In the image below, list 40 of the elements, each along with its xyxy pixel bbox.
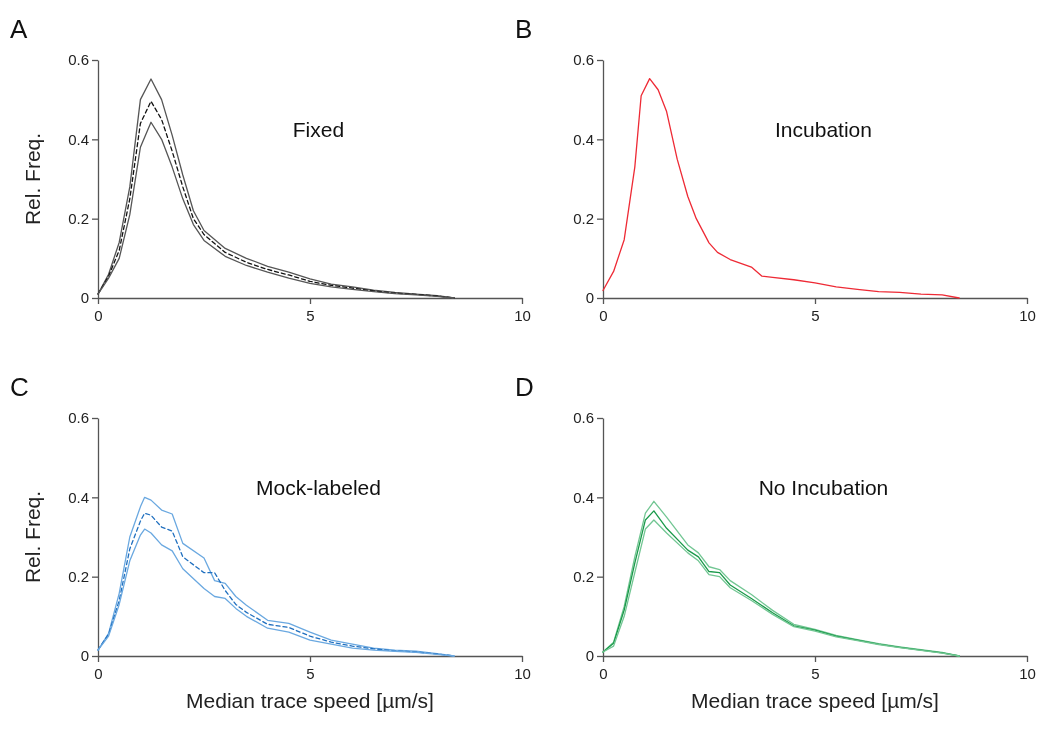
y-tick-label: 0.2 <box>573 567 594 585</box>
chart-title: D <box>515 372 534 402</box>
y-tick-label: 0.6 <box>573 409 594 427</box>
y-tick-label: 0.2 <box>68 209 89 227</box>
annotation: Incubation <box>775 118 872 141</box>
x-tick-label: 10 <box>1019 306 1036 324</box>
y-tick-label: 0 <box>80 289 89 307</box>
x-tick-label: 0 <box>94 306 103 324</box>
y-tick-label: 0.4 <box>68 130 89 148</box>
chart-title: A <box>10 14 28 44</box>
annotation: No Incubation <box>758 476 889 499</box>
chart-title: B <box>515 14 533 44</box>
y-tick-label: 0 <box>585 647 594 665</box>
x-tick-label: 0 <box>599 306 608 324</box>
x-tick-label: 5 <box>306 664 315 682</box>
y-tick-label: 0.6 <box>68 409 89 427</box>
x-tick-label: 5 <box>811 664 820 682</box>
y-tick-label: 0.2 <box>573 209 594 227</box>
x-tick-label: 5 <box>306 306 315 324</box>
x-tick-label: 10 <box>514 306 531 324</box>
y-tick-label: 0.4 <box>573 488 594 506</box>
annotation: Mock-labeled <box>256 476 381 499</box>
x-tick-label: 0 <box>599 664 608 682</box>
x-axis-title: Median trace speed [µm/s] <box>186 689 434 712</box>
y-tick-label: 0 <box>80 647 89 665</box>
annotation: Fixed <box>292 118 345 141</box>
x-tick-label: 0 <box>94 664 103 682</box>
x-tick-label: 10 <box>514 664 531 682</box>
y-axis-title: Rel. Freq. <box>21 490 44 584</box>
y-tick-label: 0.4 <box>68 488 89 506</box>
x-tick-label: 5 <box>811 306 820 324</box>
y-tick-label: 0.2 <box>68 567 89 585</box>
y-tick-label: 0.4 <box>573 130 594 148</box>
x-axis-title: Median trace speed [µm/s] <box>691 689 939 712</box>
y-axis-title: Rel. Freq. <box>21 132 44 226</box>
y-tick-label: 0.6 <box>573 51 594 69</box>
y-tick-label: 0.6 <box>68 51 89 69</box>
x-tick-label: 10 <box>1019 664 1036 682</box>
chart-title: C <box>10 372 29 402</box>
y-tick-label: 0 <box>585 289 594 307</box>
